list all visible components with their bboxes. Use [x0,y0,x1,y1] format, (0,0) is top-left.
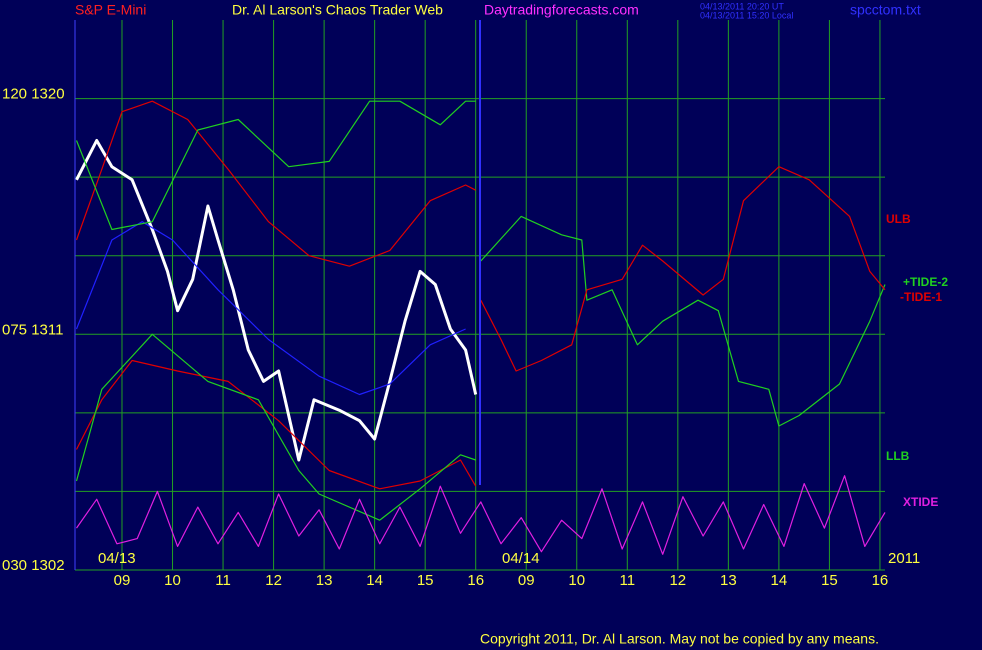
lines [75,100,886,555]
series-line [75,100,476,231]
series-line [76,475,886,555]
annotation: +TIDE-2 [903,275,948,289]
x-tick-label: 09 [518,572,535,589]
x-tick-label: 16 [872,572,889,589]
file-name: spcctom.txt [850,2,921,18]
copyright: Copyright 2011, Dr. Al Larson. May not b… [480,631,879,647]
y-tick-label: 075 1311 [2,321,63,338]
date-label: 04/14 [502,550,540,567]
x-tick-label: 12 [669,572,686,589]
series-line [75,333,476,521]
series-line [75,359,477,490]
x-tick-label: 13 [316,572,333,589]
annotation: ULB [886,212,911,226]
timestamp: 04/13/2011 15:20 Local [700,10,793,20]
x-tick-label: 15 [417,572,434,589]
x-tick-label: 11 [215,572,231,589]
series-line [480,215,886,427]
x-tick-label: 10 [164,572,181,589]
date-label: 04/13 [98,550,136,567]
x-tick-label: 13 [720,572,737,589]
x-tick-label: 10 [568,572,585,589]
x-tick-label: 14 [771,572,788,589]
x-tick-label: 11 [620,572,636,589]
x-tick-label: 15 [821,572,838,589]
annotation: -TIDE-1 [900,290,942,304]
y-tick-label: 030 1302 [2,557,65,574]
y-tick-label: 120 1320 [2,86,65,103]
annotation: LLB [886,449,910,463]
series-line [480,166,886,372]
x-tick-label: 16 [467,572,484,589]
series-line [75,139,478,462]
x-tick-label: 12 [265,572,282,589]
series-line [75,221,466,396]
series-line [75,100,476,267]
site: Daytradingforecasts.com [484,2,639,18]
x-tick-label: 09 [114,572,131,589]
year-label: 2011 [888,550,920,567]
x-tick-label: 14 [366,572,383,589]
instrument: S&P E-Mini [75,2,146,18]
chart-title: Dr. Al Larson's Chaos Trader Web [232,2,443,18]
annotation: XTIDE [903,495,938,509]
timestamp: 04/13/2011 20:20 UT [700,1,784,11]
